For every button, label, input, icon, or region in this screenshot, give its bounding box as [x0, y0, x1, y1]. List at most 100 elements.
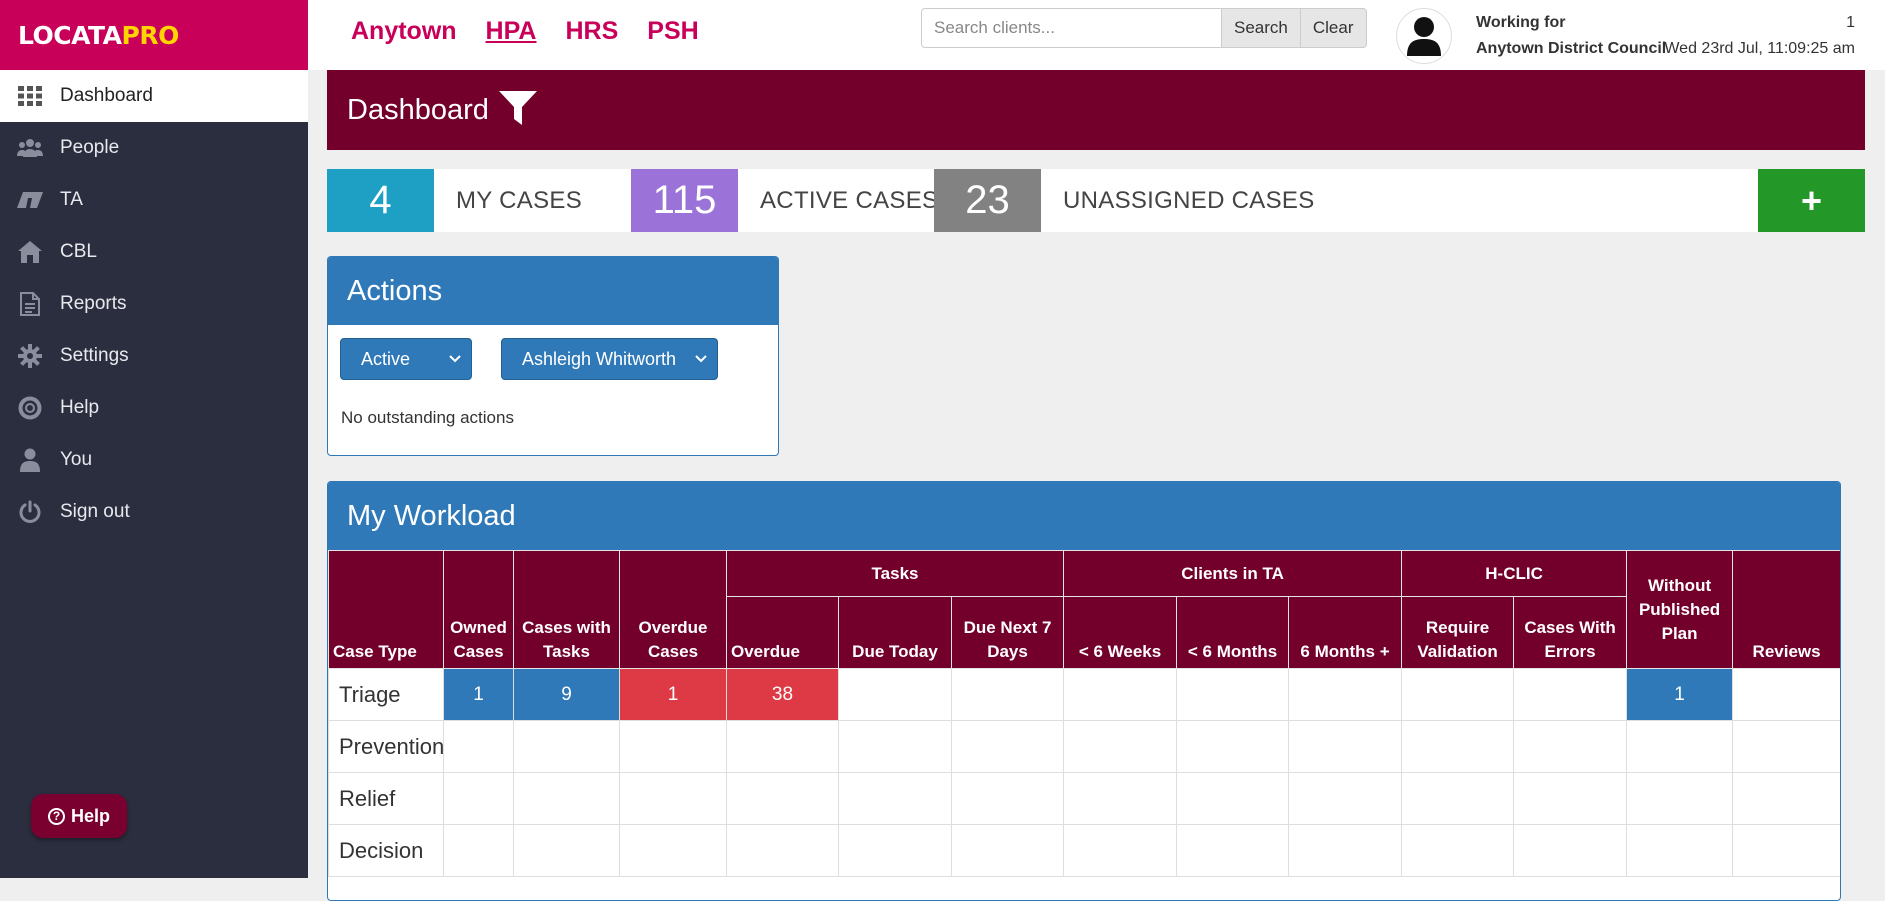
col-lt-6-months[interactable]: < 6 Months: [1176, 596, 1290, 669]
with-tasks-cell[interactable]: 9: [513, 668, 620, 721]
overdue-cases-cell[interactable]: 1: [619, 668, 727, 721]
case-type-cell: Triage: [328, 668, 444, 721]
help-button[interactable]: ? Help: [31, 794, 127, 838]
gt-6-months-cell: [1288, 668, 1403, 721]
workload-panel: My Workload Case Type Owned Cases Cases …: [327, 481, 1841, 901]
sidebar-item-ta[interactable]: TA: [0, 174, 308, 226]
status-select-value: Active: [361, 348, 411, 369]
search-group: Search Clear: [921, 8, 1367, 48]
user-select[interactable]: Ashleigh Whitworth: [501, 338, 718, 380]
case-type-cell: Relief: [328, 772, 444, 825]
search-input[interactable]: [921, 8, 1222, 48]
due-today-cell: [838, 720, 952, 773]
top-link-hrs[interactable]: HRS: [565, 17, 619, 45]
without-plan-cell[interactable]: 1: [1626, 668, 1734, 721]
my-cases-label[interactable]: MY CASES: [456, 186, 582, 214]
col-with-errors[interactable]: Cases With Errors: [1513, 596, 1628, 669]
sidebar-item-reports[interactable]: Reports: [0, 278, 308, 330]
col-require-validation[interactable]: Require Validation: [1401, 596, 1515, 669]
group-clients-in-ta: Clients in TA: [1063, 550, 1403, 597]
owned-cell: [443, 720, 514, 773]
user-silhouette-icon: [1407, 17, 1441, 56]
col-without-plan[interactable]: Without Published Plan: [1626, 550, 1734, 669]
col-due-next-7[interactable]: Due Next 7 Days: [950, 596, 1065, 669]
with-tasks-cell: [513, 720, 620, 773]
user-select-value: Ashleigh Whitworth: [522, 348, 677, 369]
with-tasks-cell: [513, 824, 620, 877]
sidebar-item-label: Dashboard: [60, 85, 153, 106]
people-icon: [0, 138, 60, 158]
require-validation-cell: [1401, 668, 1515, 721]
sidebar-item-dashboard[interactable]: Dashboard: [0, 70, 308, 122]
due-today-cell: [838, 772, 952, 825]
top-link-anytown[interactable]: Anytown: [351, 17, 457, 45]
council-name: Anytown District Council: [1476, 40, 1667, 57]
col-case-type: Case Type: [328, 550, 444, 669]
overdue-cell: [726, 720, 839, 773]
sidebar-item-you[interactable]: You: [0, 434, 308, 486]
col-owned[interactable]: Owned Cases: [443, 550, 514, 669]
unassigned-cases-label[interactable]: UNASSIGNED CASES: [1063, 186, 1315, 214]
unassigned-cases-count[interactable]: 23: [934, 169, 1041, 232]
actions-panel: Actions Active Ashleigh Whitworth No out…: [327, 256, 779, 456]
col-with-tasks[interactable]: Cases with Tasks: [513, 550, 620, 669]
sidebar: LOCATAPRO Dashboard People TA CBL Report…: [0, 0, 308, 878]
owned-cell[interactable]: 1: [443, 668, 514, 721]
top-link-psh[interactable]: PSH: [647, 17, 699, 45]
lt-6-months-cell: [1176, 772, 1290, 825]
overdue-cell: [726, 772, 839, 825]
working-for-label: Working for: [1476, 14, 1566, 31]
lifebuoy-icon: [0, 396, 60, 420]
datetime: Wed 23rd Jul, 11:09:25 am: [1664, 40, 1855, 57]
top-link-hpa[interactable]: HPA: [485, 17, 537, 45]
avatar[interactable]: [1396, 8, 1452, 64]
logo[interactable]: LOCATAPRO: [0, 0, 308, 70]
document-icon: [0, 292, 60, 316]
logo-main: LOCATA: [18, 20, 122, 50]
search-button[interactable]: Search: [1222, 8, 1301, 48]
stats-bar: 4 MY CASES 115 ACTIVE CASES 23 UNASSIGNE…: [327, 169, 1865, 232]
lt-6-weeks-cell: [1063, 720, 1178, 773]
sidebar-item-label: TA: [60, 189, 83, 210]
table-row: Relief: [328, 772, 1840, 825]
status-select[interactable]: Active: [340, 338, 472, 380]
lt-6-weeks-cell: [1063, 772, 1178, 825]
clear-button[interactable]: Clear: [1300, 8, 1367, 48]
dashboard-header: Dashboard: [327, 70, 1865, 150]
col-overdue[interactable]: Overdue: [726, 596, 839, 669]
logo-accent: PRO: [121, 20, 180, 50]
col-gt-6-months[interactable]: 6 Months +: [1288, 596, 1403, 669]
sidebar-item-label: People: [60, 137, 120, 158]
add-case-button[interactable]: +: [1758, 169, 1865, 232]
overdue-cases-cell: [619, 824, 727, 877]
active-cases-label[interactable]: ACTIVE CASES: [760, 186, 939, 214]
owned-cell: [443, 824, 514, 877]
sidebar-item-help[interactable]: Help: [0, 382, 308, 434]
my-cases-count[interactable]: 4: [327, 169, 434, 232]
active-cases-count[interactable]: 115: [631, 169, 738, 232]
gear-icon: [0, 344, 60, 368]
overdue-cell[interactable]: 38: [726, 668, 839, 721]
sidebar-item-settings[interactable]: Settings: [0, 330, 308, 382]
notification-count[interactable]: 1: [1846, 14, 1855, 31]
col-due-today[interactable]: Due Today: [838, 596, 952, 669]
reviews-cell: [1732, 668, 1840, 721]
col-lt-6-weeks[interactable]: < 6 Weeks: [1063, 596, 1178, 669]
col-overdue-cases[interactable]: Overdue Cases: [619, 550, 727, 669]
lt-6-months-cell: [1176, 824, 1290, 877]
require-validation-cell: [1401, 720, 1515, 773]
sidebar-item-sign-out[interactable]: Sign out: [0, 486, 308, 538]
sidebar-item-people[interactable]: People: [0, 122, 308, 174]
chevron-down-icon: [449, 355, 461, 363]
due-today-cell: [838, 668, 952, 721]
sidebar-item-cbl[interactable]: CBL: [0, 226, 308, 278]
col-reviews[interactable]: Reviews: [1732, 550, 1840, 669]
filter-icon[interactable]: [498, 90, 537, 130]
question-icon: ?: [47, 807, 65, 825]
lt-6-weeks-cell: [1063, 824, 1178, 877]
without-plan-cell: [1626, 772, 1734, 825]
with-tasks-cell: [513, 772, 620, 825]
sidebar-item-label: Sign out: [60, 501, 130, 522]
due-next-7-cell: [950, 772, 1065, 825]
without-plan-cell: [1626, 720, 1734, 773]
